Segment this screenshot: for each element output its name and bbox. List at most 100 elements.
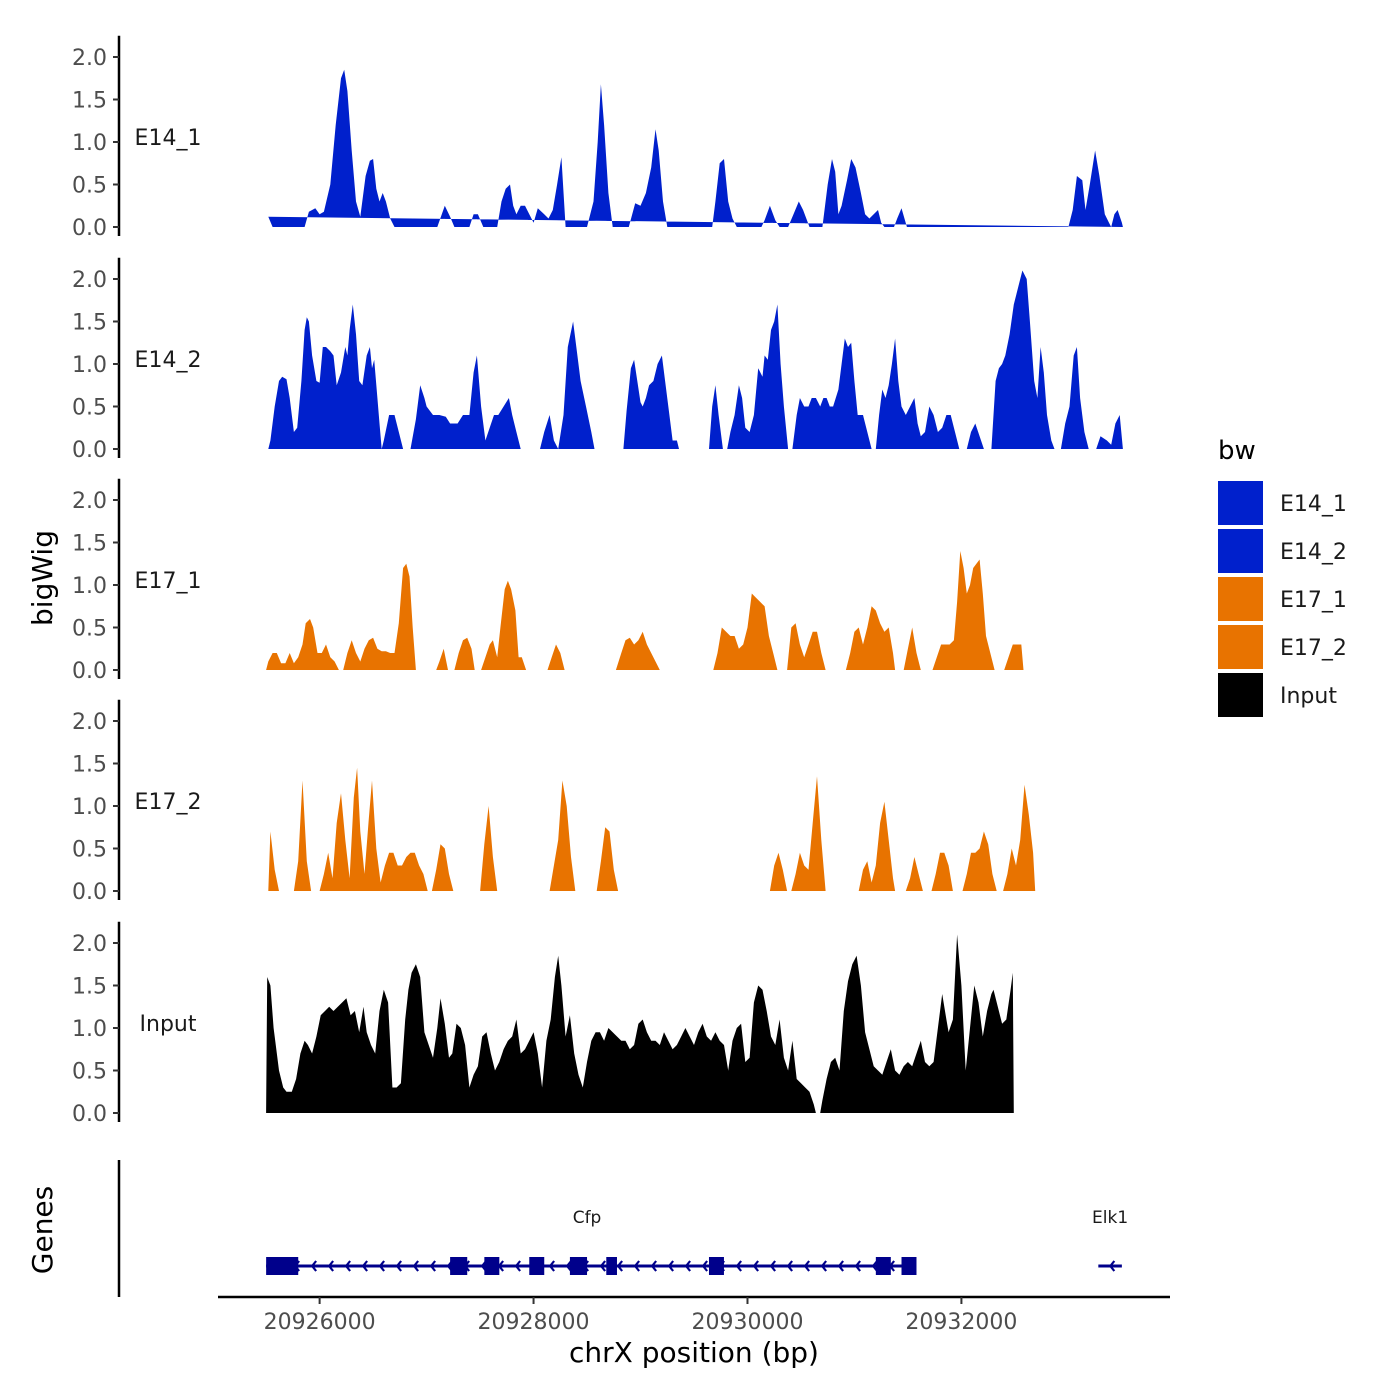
x-tick-label: 20926000: [264, 1310, 376, 1335]
legend-label: E17_1: [1280, 588, 1347, 613]
legend-item: E14_1: [1218, 481, 1347, 525]
strand-arrow: [548, 1260, 555, 1272]
track-label: Input: [140, 1012, 197, 1037]
gene-label: Elk1: [1092, 1208, 1128, 1228]
legend-label: Input: [1280, 684, 1337, 709]
y-tick-label: 2.0: [72, 710, 107, 735]
track-E17_2: 0.0 0.5 1.0 1.5 2.0 E17_2: [72, 699, 1037, 905]
y-tick-label: 1.5: [72, 89, 107, 114]
coverage-area: [268, 69, 1123, 227]
track-Input: 0.0 0.5 1.0 1.5 2.0 Input: [72, 921, 1014, 1127]
y-tick-label: 1.5: [72, 532, 107, 557]
strand-arrow: [752, 1260, 759, 1272]
gene-exon: [708, 1257, 724, 1275]
gene-exon: [529, 1257, 545, 1275]
coverage-area: [268, 767, 1037, 891]
strand-arrow: [429, 1260, 436, 1272]
y-tick-label: 0.5: [72, 174, 107, 199]
gene-exon: [606, 1257, 617, 1275]
y-tick-label: 0.0: [72, 438, 107, 463]
legend-item: E17_1: [1218, 577, 1347, 621]
gene-exon: [266, 1257, 299, 1275]
track-label: E14_2: [135, 348, 202, 373]
strand-arrow: [837, 1260, 844, 1272]
y-tick-label: 1.5: [72, 975, 107, 1000]
legend-swatch: [1218, 529, 1263, 573]
track-label: E17_2: [135, 790, 202, 815]
y-tick-label: 2.0: [72, 268, 107, 293]
y-tick-label: 1.0: [72, 1017, 107, 1042]
strand-arrow: [327, 1260, 334, 1272]
coverage-area: [266, 551, 1026, 670]
y-tick-label: 2.0: [72, 932, 107, 957]
track-E14_1: 0.0 0.5 1.0 1.5 2.0 E14_1: [72, 35, 1123, 241]
strand-arrow: [616, 1260, 623, 1272]
strand-arrow: [820, 1260, 827, 1272]
strand-arrow: [633, 1260, 640, 1272]
y-axis-title: bigWig: [26, 530, 59, 626]
x-axis-title: chrX position (bp): [569, 1336, 819, 1369]
track-label: E14_1: [135, 126, 202, 151]
gene-exon: [484, 1257, 500, 1275]
y-tick-label: 0.5: [72, 1060, 107, 1085]
coverage-area: [268, 270, 1123, 449]
gene-exon: [901, 1257, 917, 1275]
y-tick-label: 0.0: [72, 880, 107, 905]
legend-label: E17_2: [1280, 636, 1347, 661]
strand-arrow: [871, 1260, 878, 1272]
legend-item: E17_2: [1218, 625, 1347, 669]
x-tick-label: 20930000: [691, 1310, 803, 1335]
y-tick-label: 1.0: [72, 131, 107, 156]
track-E14_2: 0.0 0.5 1.0 1.5 2.0 E14_2: [72, 257, 1123, 463]
y-tick-label: 2.0: [72, 46, 107, 71]
strand-arrow: [310, 1260, 317, 1272]
strand-arrow: [514, 1260, 521, 1272]
legend-label: E14_2: [1280, 540, 1347, 565]
gene-exon: [450, 1257, 468, 1275]
strand-arrow: [412, 1260, 419, 1272]
y-tick-label: 0.0: [72, 1102, 107, 1127]
y-tick-label: 0.0: [72, 659, 107, 684]
legend-swatch: [1218, 577, 1263, 621]
strand-arrow: [667, 1260, 674, 1272]
legend-item: E14_2: [1218, 529, 1347, 573]
legend-label: E14_1: [1280, 492, 1347, 517]
gene-exon: [875, 1257, 891, 1275]
y-tick-label: 1.0: [72, 353, 107, 378]
genes-axis-title: Genes: [26, 1186, 59, 1274]
y-tick-label: 0.5: [72, 838, 107, 863]
legend-item: Input: [1218, 673, 1337, 717]
y-tick-label: 2.0: [72, 489, 107, 514]
track-label: E17_1: [135, 569, 202, 594]
strand-arrow: [378, 1260, 385, 1272]
x-tick-label: 20928000: [478, 1310, 590, 1335]
legend-title: bw: [1218, 436, 1256, 466]
strand-arrow: [395, 1260, 402, 1272]
strand-arrow: [769, 1260, 776, 1272]
legend: bw E14_1 E14_2 E17_1 E17_2 Input: [1218, 436, 1347, 717]
strand-arrow: [344, 1260, 351, 1272]
gene-label: Cfp: [573, 1208, 602, 1228]
x-tick-label: 20932000: [905, 1310, 1017, 1335]
coverage-area: [266, 934, 1014, 1113]
gene-exon: [569, 1257, 588, 1275]
strand-arrow: [565, 1260, 572, 1272]
legend-swatch: [1218, 481, 1263, 525]
y-tick-label: 0.0: [72, 216, 107, 241]
genes-track: Cfp Elk1: [117, 1160, 1128, 1297]
y-tick-label: 1.5: [72, 753, 107, 778]
strand-arrow: [650, 1260, 657, 1272]
coverage-tracks: 0.0 0.5 1.0 1.5 2.0 E14_1 0.0 0.5 1.0 1.5 2.0 E14_2…: [72, 35, 1123, 1127]
gene-Elk1: Elk1: [1092, 1208, 1128, 1272]
strand-arrow: [735, 1260, 742, 1272]
track-E17_1: 0.0 0.5 1.0 1.5 2.0 E17_1: [72, 478, 1026, 684]
legend-swatch: [1218, 625, 1263, 669]
gene-Cfp: Cfp: [266, 1208, 917, 1275]
strand-arrow: [786, 1260, 793, 1272]
y-tick-label: 1.5: [72, 311, 107, 336]
strand-arrow: [684, 1260, 691, 1272]
y-tick-label: 1.0: [72, 795, 107, 820]
strand-arrow: [1108, 1260, 1116, 1272]
